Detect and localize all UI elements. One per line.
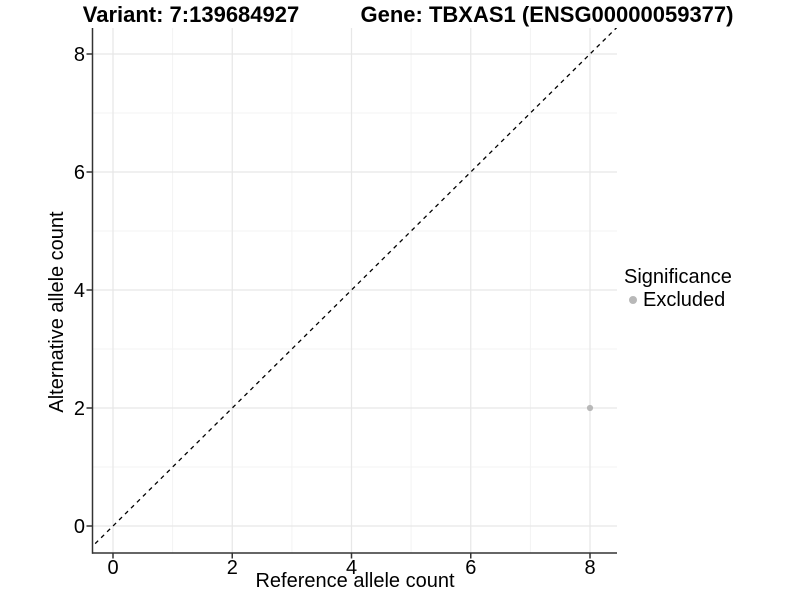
y-tick-label: 4 [74, 280, 85, 302]
identity-dashed-line [93, 28, 617, 547]
y-tick-label: 2 [74, 398, 85, 420]
gene-title: Gene: TBXAS1 (ENSG00000059377) [360, 2, 734, 27]
excluded-point-icon [629, 296, 637, 304]
legend-title: Significance [624, 266, 732, 288]
data-point [586, 404, 594, 412]
x-tick-label: 2 [227, 557, 238, 579]
y-tick-label: 0 [74, 516, 85, 538]
legend-item-excluded: Excluded [624, 289, 732, 311]
y-axis-title: Alternative allele count [46, 211, 68, 413]
legend: Significance Excluded [624, 266, 732, 311]
legend-item-label: Excluded [643, 289, 726, 311]
x-tick-label: 0 [107, 557, 118, 579]
variant-title: Variant: 7:139684927 [82, 2, 300, 27]
y-tick-label: 6 [74, 162, 85, 184]
y-tick-label: 8 [74, 44, 85, 66]
x-tick-label: 4 [346, 557, 357, 579]
x-tick-label: 8 [584, 557, 595, 579]
x-axis-title: Reference allele count [255, 570, 455, 592]
x-tick-label: 6 [465, 557, 476, 579]
